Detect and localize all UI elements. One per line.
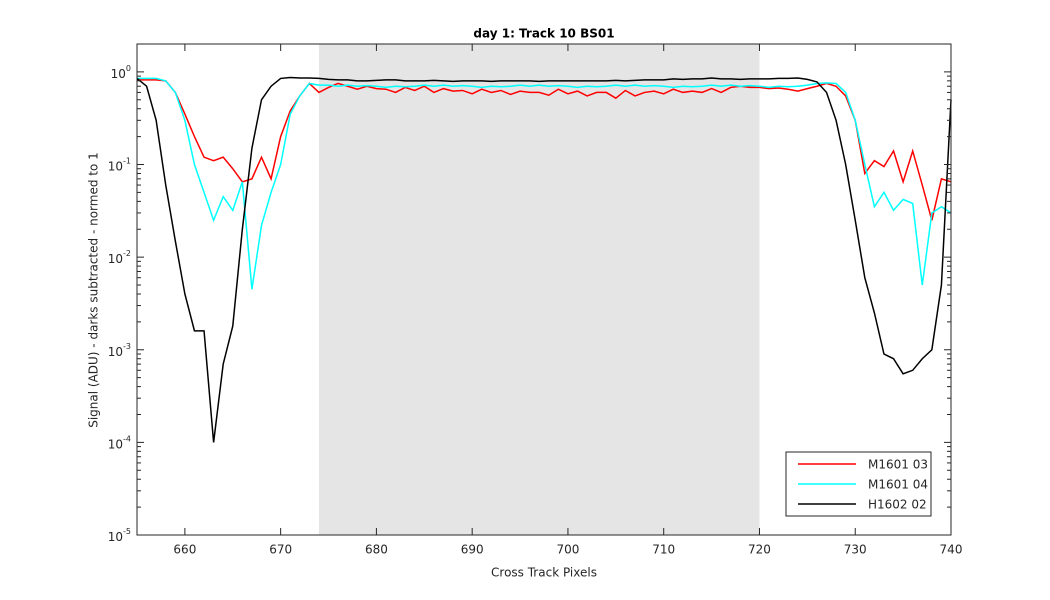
legend-label: H1602 02 [868, 498, 927, 512]
x-tick-label: 740 [940, 543, 963, 557]
x-tick-label: 720 [748, 543, 771, 557]
y-tick-label: 10-2 [108, 249, 131, 266]
x-tick-label: 680 [365, 543, 388, 557]
x-tick-label: 670 [269, 543, 292, 557]
x-tick-label: 730 [844, 543, 867, 557]
axes-box [136, 43, 952, 536]
x-tick-label: 690 [461, 543, 484, 557]
x-axis-label: Cross Track Pixels [491, 566, 597, 580]
legend-label: M1601 04 [868, 478, 928, 492]
shaded-region [318, 44, 760, 535]
y-tick-label: 10-5 [108, 527, 131, 544]
data-line [137, 77, 952, 290]
legend-label: M1601 03 [868, 458, 928, 472]
y-axis-label: Signal (ADU) - darks subtracted - normed… [87, 152, 101, 428]
chart-title: day 1: Track 10 BS01 [473, 27, 614, 41]
y-tick-label: 100 [111, 63, 131, 80]
y-tick-label: 10-3 [108, 341, 131, 358]
data-line [136, 76, 952, 443]
x-tick-label: 700 [556, 543, 579, 557]
data-line [137, 79, 952, 221]
x-tick-label: 660 [173, 543, 196, 557]
y-tick-label: 10-1 [108, 156, 131, 173]
y-tick-label: 10-4 [108, 434, 131, 451]
x-tick-label: 710 [652, 543, 675, 557]
